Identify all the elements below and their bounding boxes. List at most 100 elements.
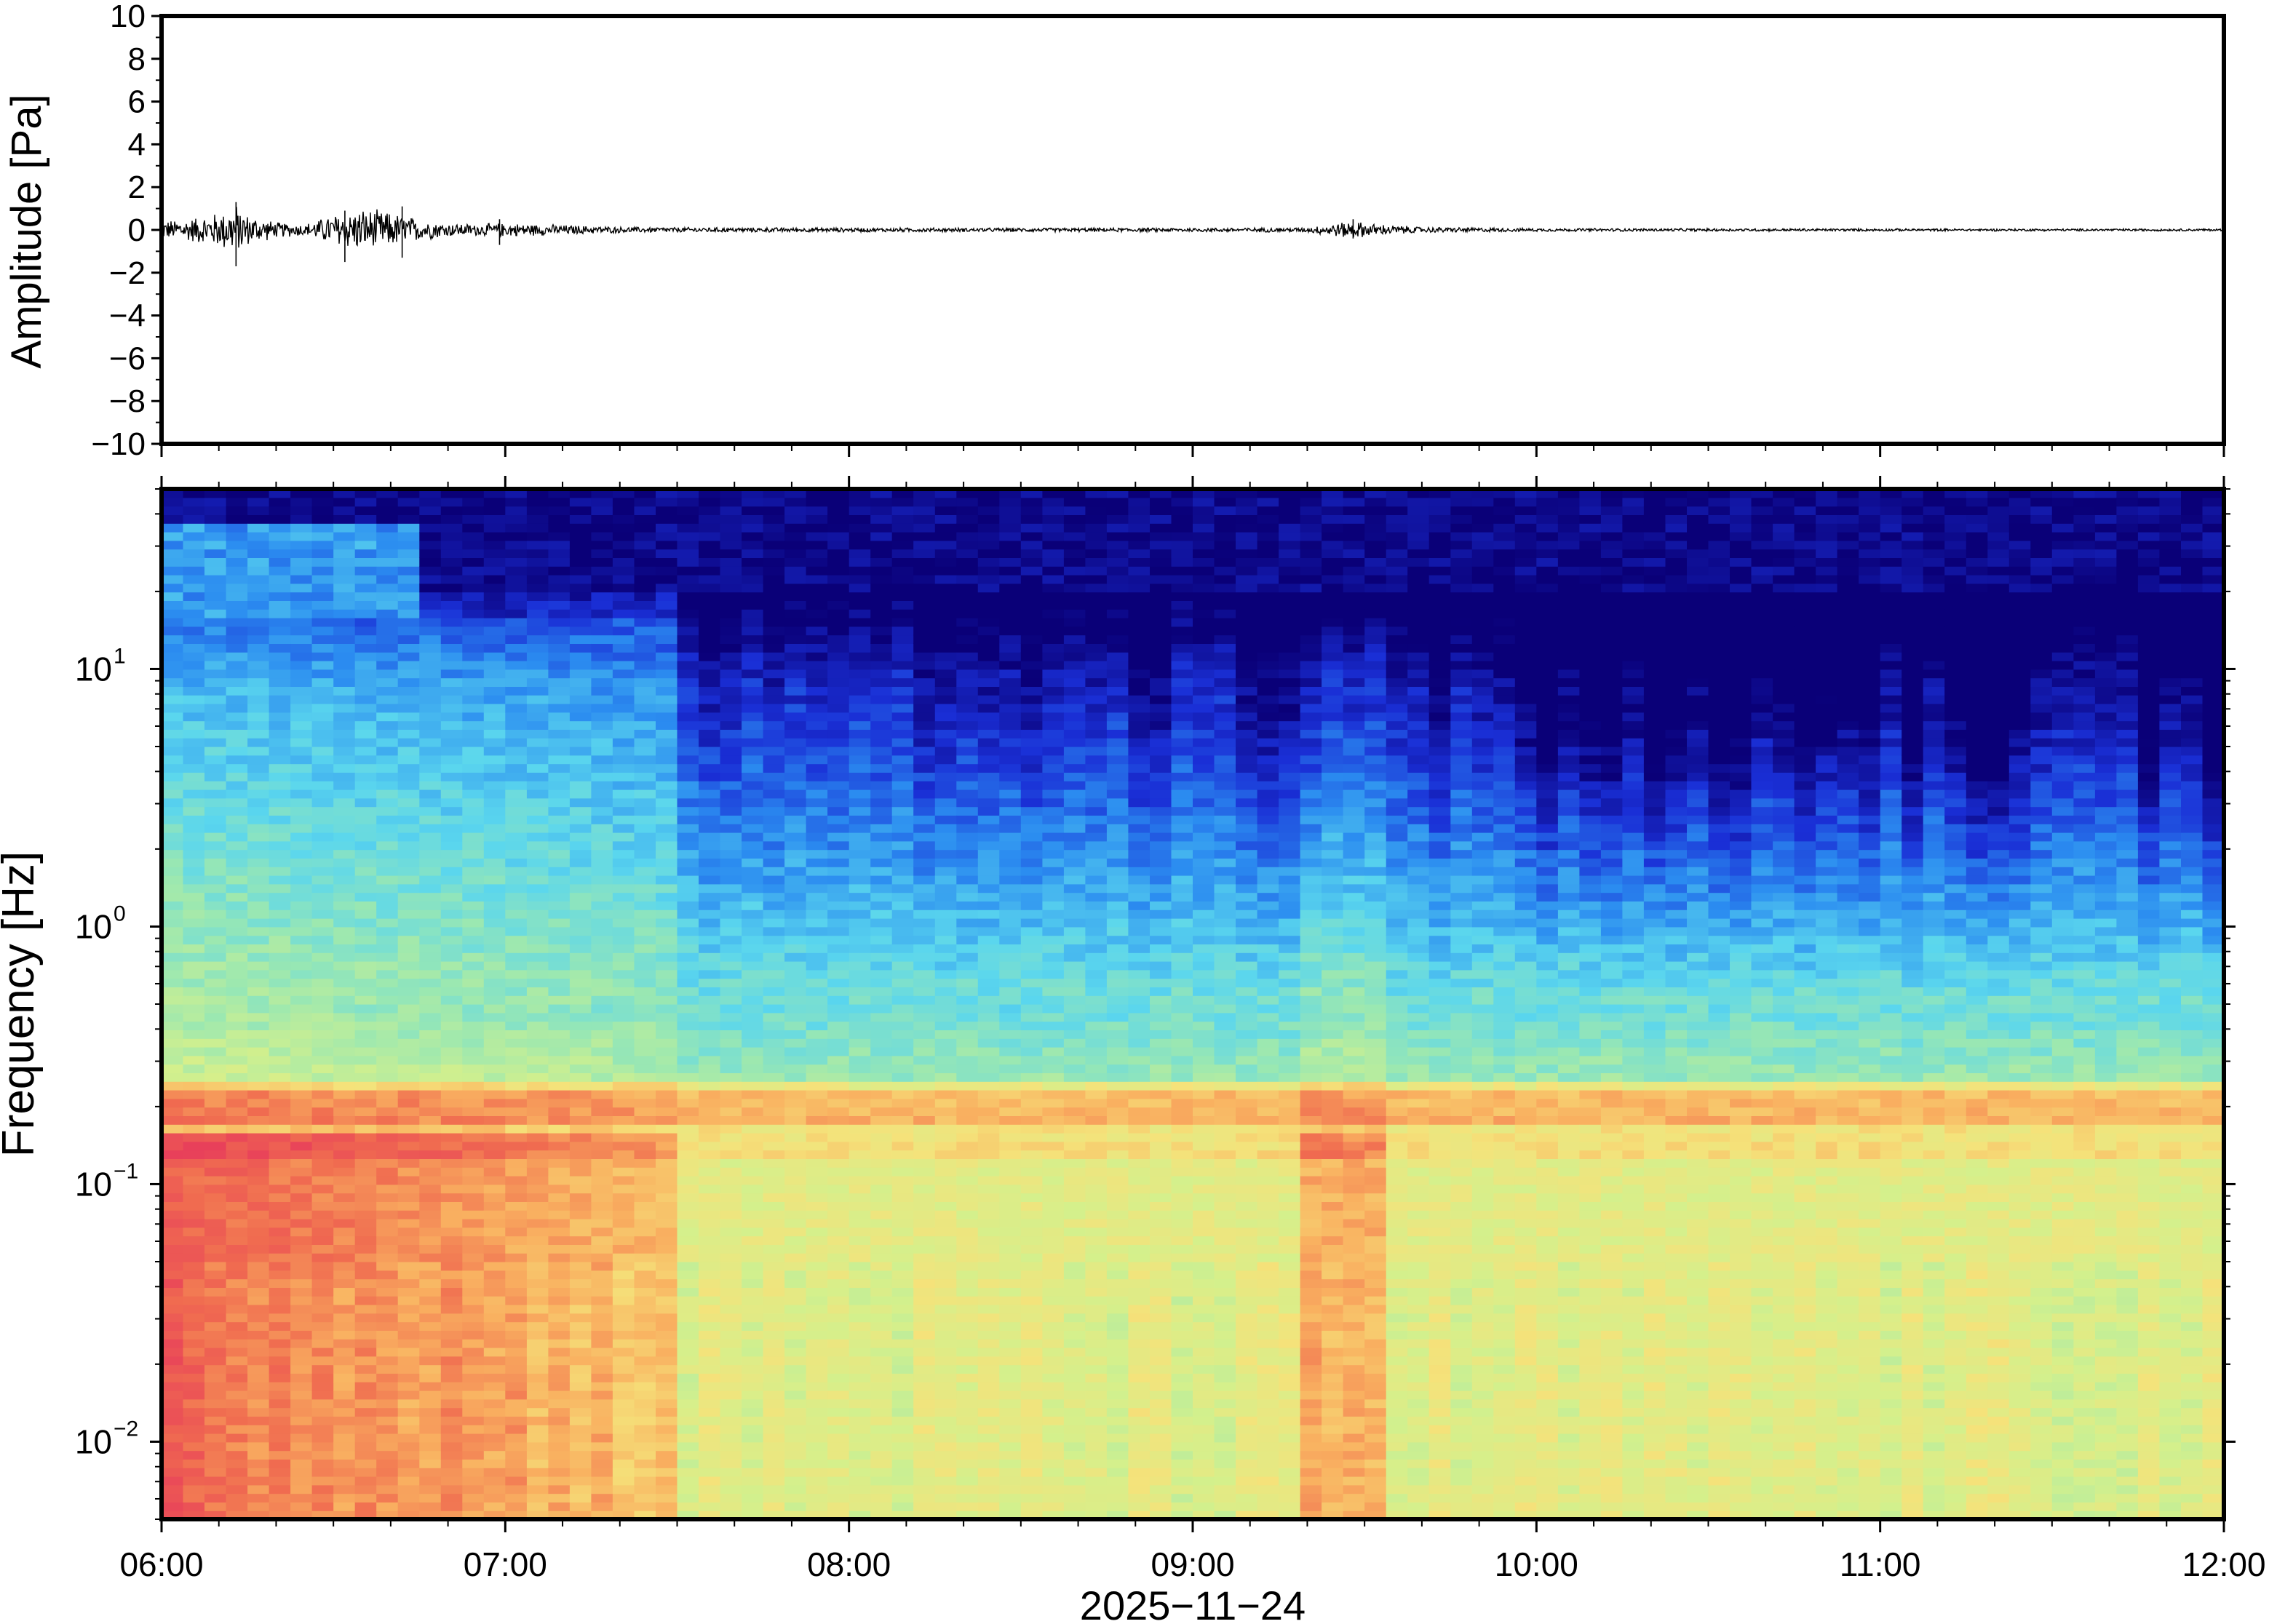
- heatmap-cell: [720, 1339, 742, 1348]
- heatmap-cell: [763, 514, 785, 524]
- heatmap-cell: [311, 1107, 334, 1116]
- heatmap-cell: [720, 1021, 742, 1030]
- heatmap-cell: [720, 1124, 742, 1134]
- heatmap-cell: [397, 1493, 420, 1502]
- heatmap-cell: [569, 1382, 592, 1391]
- heatmap-cell: [269, 1141, 291, 1151]
- heatmap-cell: [742, 892, 764, 901]
- heatmap-cell: [934, 643, 957, 653]
- heatmap-cell: [440, 892, 463, 901]
- heatmap-cell: [440, 1150, 463, 1159]
- heatmap-cell: [784, 944, 807, 953]
- heatmap-cell: [311, 797, 334, 808]
- heatmap-cell: [526, 1115, 549, 1125]
- heatmap-cell: [913, 824, 936, 833]
- heatmap-cell: [419, 720, 442, 730]
- heatmap-cell: [763, 1115, 785, 1125]
- heatmap-cell: [226, 1012, 248, 1022]
- heatmap-cell: [934, 600, 957, 610]
- heatmap-cell: [806, 909, 828, 919]
- heatmap-cell: [226, 797, 248, 808]
- heatmap-cell: [526, 824, 549, 833]
- heatmap-cell: [763, 797, 785, 808]
- heatmap-cell: [720, 1210, 742, 1219]
- heatmap-cell: [569, 1176, 592, 1185]
- heatmap-cell: [784, 634, 807, 644]
- heatmap-cell: [720, 1296, 742, 1305]
- heatmap-cell: [183, 952, 205, 962]
- heatmap-cell: [354, 583, 377, 593]
- heatmap-cell: [806, 1416, 828, 1425]
- heatmap-cell: [226, 523, 248, 533]
- heatmap-cell: [913, 995, 936, 1005]
- heatmap-cell: [548, 935, 571, 944]
- heatmap-cell: [269, 695, 291, 704]
- heatmap-cell: [913, 961, 936, 971]
- heatmap-cell: [226, 583, 248, 593]
- heatmap-cell: [419, 815, 442, 824]
- heatmap-cell: [569, 497, 592, 507]
- heatmap-cell: [827, 772, 850, 781]
- heatmap-cell: [591, 1459, 613, 1468]
- heatmap-cell: [634, 892, 656, 901]
- heatmap-cell: [870, 643, 893, 653]
- heatmap-cell: [226, 1098, 248, 1108]
- heatmap-cell: [677, 1356, 699, 1366]
- heatmap-cell: [612, 901, 635, 910]
- heatmap-cell: [419, 695, 442, 704]
- heatmap-cell: [934, 867, 957, 876]
- heatmap-cell: [934, 1133, 957, 1142]
- heatmap-cell: [677, 1107, 699, 1116]
- heatmap-cell: [162, 875, 184, 885]
- heatmap-cell: [397, 720, 420, 730]
- heatmap-cell: [870, 1278, 893, 1288]
- heatmap-cell: [656, 755, 678, 765]
- heatmap-cell: [162, 918, 184, 928]
- heatmap-cell: [849, 1235, 871, 1245]
- heatmap-cell: [591, 1012, 613, 1022]
- heatmap-cell: [720, 909, 742, 919]
- heatmap-cell: [677, 506, 699, 515]
- heatmap-cell: [849, 1253, 871, 1262]
- heatmap-cell: [311, 1425, 334, 1434]
- heatmap-cell: [913, 575, 936, 584]
- heatmap-cell: [548, 652, 571, 661]
- heatmap-cell: [505, 875, 528, 885]
- heatmap-cell: [376, 1133, 399, 1142]
- heatmap-cell: [677, 514, 699, 524]
- heatmap-cell: [1020, 1038, 1043, 1048]
- heatmap-cell: [204, 1115, 227, 1125]
- heatmap-cell: [849, 1047, 871, 1056]
- heatmap-cell: [977, 995, 1000, 1005]
- heatmap-cell: [397, 1030, 420, 1039]
- heatmap-cell: [376, 1115, 399, 1125]
- heatmap-cell: [720, 1313, 742, 1323]
- heatmap-cell: [204, 618, 227, 627]
- heatmap-cell: [999, 1305, 1022, 1314]
- heatmap-cell: [827, 1441, 850, 1452]
- heatmap-cell: [204, 1407, 227, 1417]
- heatmap-cell: [483, 532, 506, 541]
- heatmap-cell: [849, 858, 871, 867]
- heatmap-cell: [656, 832, 678, 842]
- heatmap-cell: [827, 661, 850, 670]
- heatmap-cell: [290, 1030, 313, 1039]
- heatmap-cell: [1020, 1493, 1043, 1502]
- heatmap-cell: [612, 1235, 635, 1245]
- heatmap-cell: [419, 497, 442, 507]
- heatmap-cell: [569, 832, 592, 842]
- heatmap-cell: [226, 532, 248, 541]
- heatmap-cell: [634, 1339, 656, 1348]
- heatmap-cell: [999, 1484, 1022, 1494]
- heatmap-cell: [483, 1210, 506, 1219]
- heatmap-cell: [204, 609, 227, 618]
- heatmap-cell: [505, 523, 528, 533]
- heatmap-cell: [999, 772, 1022, 781]
- heatmap-cell: [977, 1270, 1000, 1280]
- heatmap-cell: [162, 532, 184, 541]
- heatmap-cell: [956, 1090, 979, 1099]
- heatmap-cell: [934, 892, 957, 901]
- heatmap-cell: [913, 781, 936, 790]
- heatmap-cell: [742, 995, 764, 1005]
- heatmap-cell: [806, 1313, 828, 1323]
